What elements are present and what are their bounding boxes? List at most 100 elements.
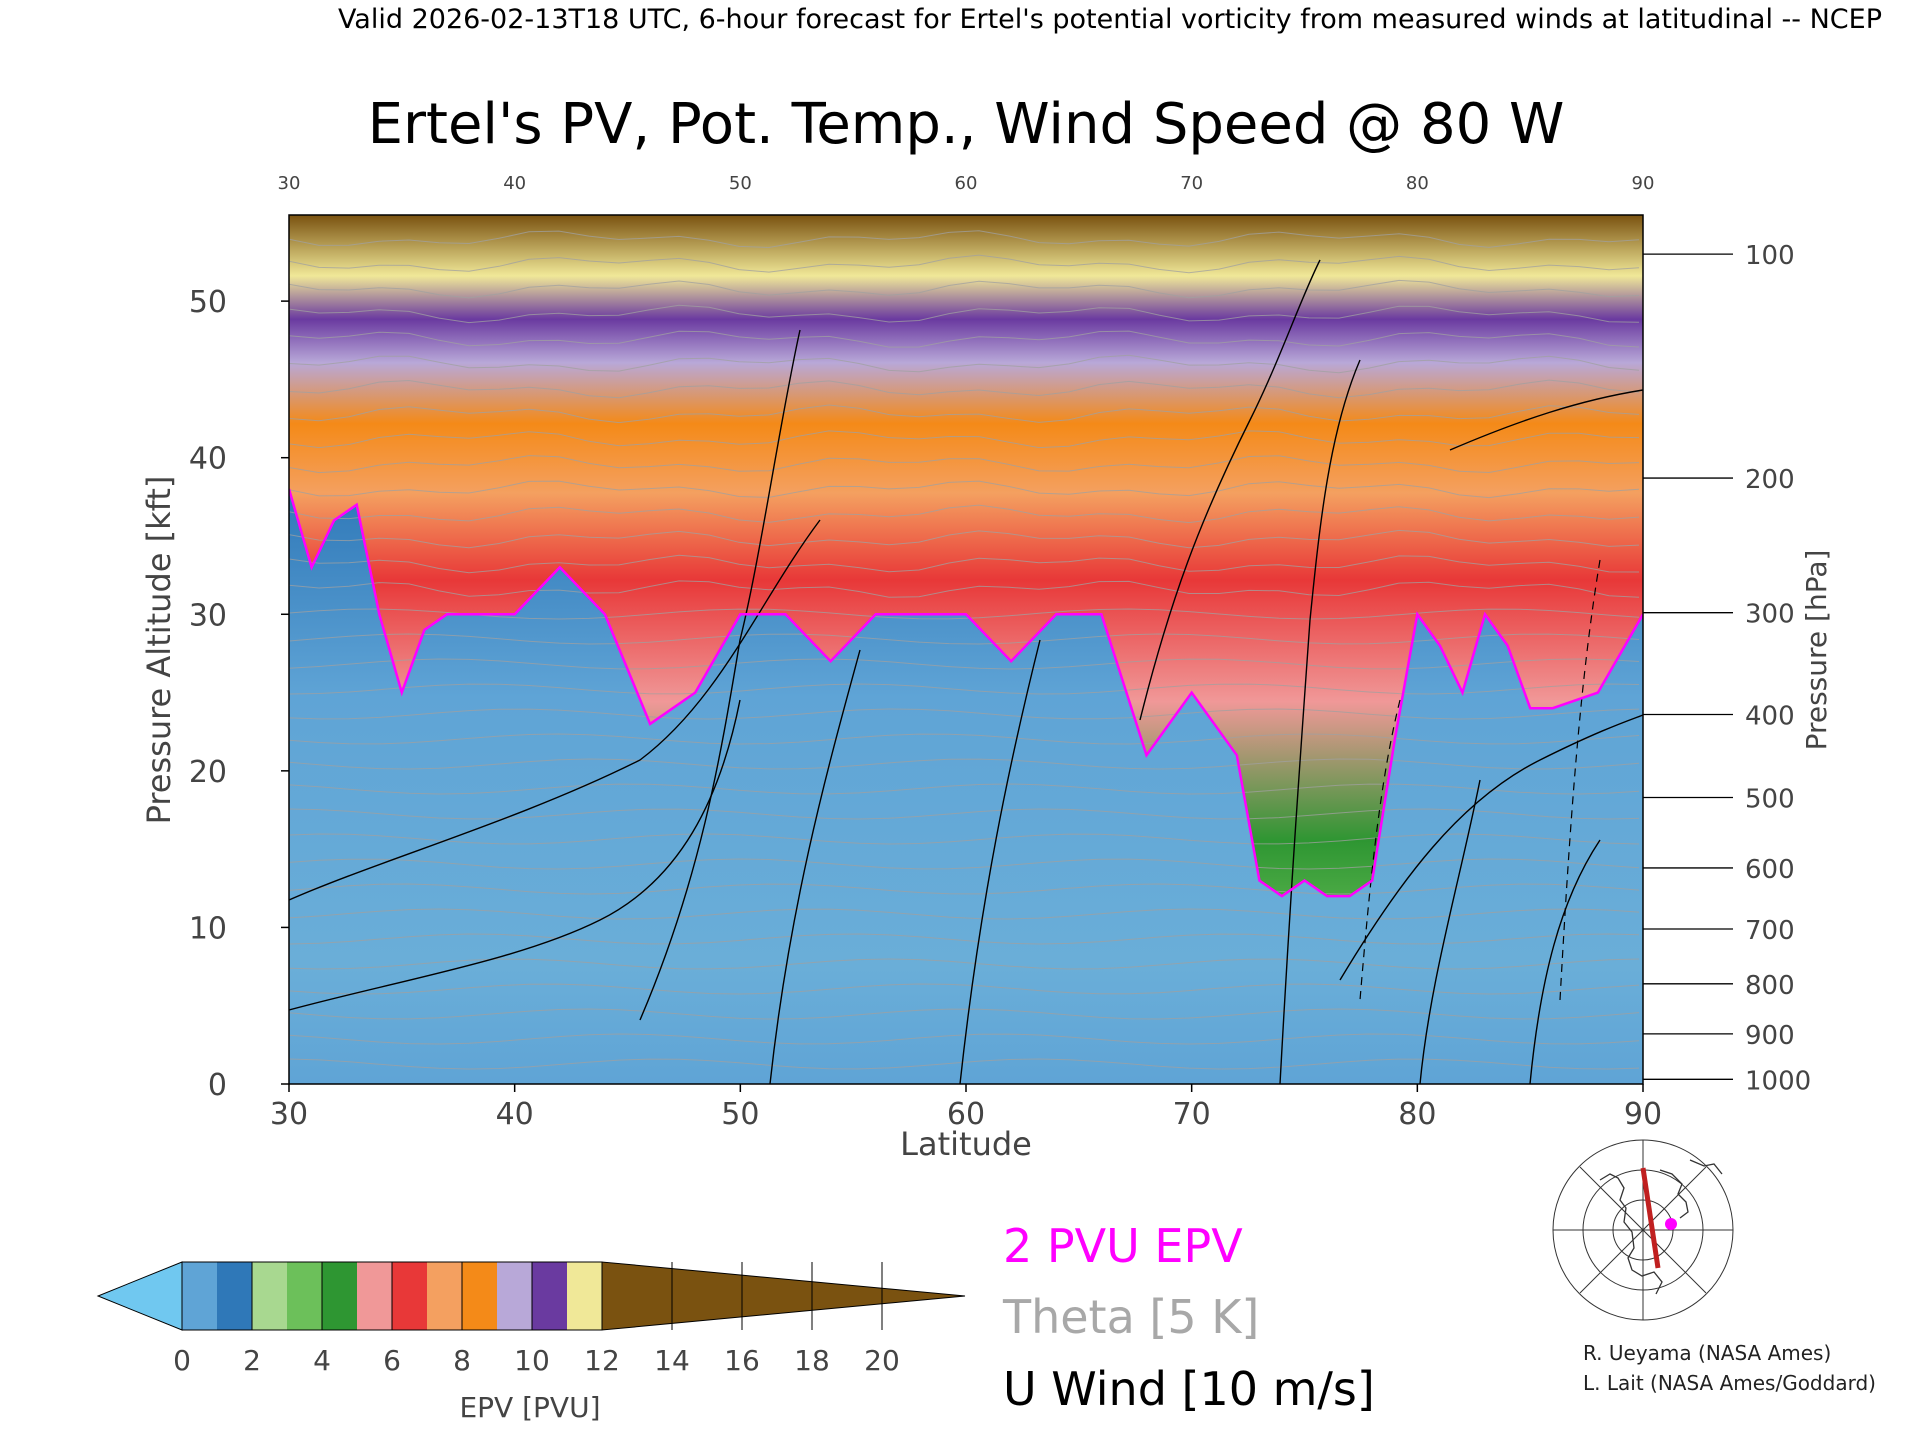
theta-contour-line <box>289 430 1640 449</box>
theta-contour-line <box>289 958 1640 970</box>
colorbar-segment <box>287 1262 323 1330</box>
x-top-tick-label: 30 <box>278 173 301 194</box>
x-top-tick-label: 90 <box>1632 173 1655 194</box>
y-tick-label: 0 <box>208 1068 227 1103</box>
y-tick-label: 30 <box>189 598 227 633</box>
legend-theta: Theta [5 K] <box>1002 1290 1259 1344</box>
u-wind-contours <box>289 259 1643 1084</box>
pressure-tick-label: 100 <box>1745 241 1795 271</box>
u-wind-contour-line <box>1339 714 1643 981</box>
y-axis-label-left: Pressure Altitude [kft] <box>140 476 178 825</box>
theta-contour-line <box>289 1058 1640 1070</box>
colorbar-segment <box>322 1262 358 1330</box>
theta-contour-line <box>289 379 1640 399</box>
theta-contour-line <box>289 1033 1640 1045</box>
x-axis-bottom: 30 40 50 60 70 80 90 <box>270 1084 1662 1132</box>
x-top-tick-label: 40 <box>503 173 526 194</box>
colorbar-segment <box>252 1262 288 1330</box>
chart-title: Ertel's PV, Pot. Temp., Wind Speed @ 80 … <box>368 92 1565 157</box>
credit-line-2: L. Lait (NASA Ames/Goddard) <box>1583 1371 1876 1395</box>
colorbar-tick-label: 14 <box>654 1344 690 1377</box>
theta-contour-line <box>289 1008 1640 1020</box>
legend-uwind: U Wind [10 m/s] <box>1003 1362 1375 1416</box>
x-top-tick-label: 50 <box>729 173 752 194</box>
x-tick-label: 80 <box>1398 1097 1436 1132</box>
x-tick-label: 90 <box>1624 1097 1662 1132</box>
u-wind-contour-line <box>769 649 861 1084</box>
y-tick-label: 10 <box>189 911 227 946</box>
theta-contour-line <box>289 230 1640 249</box>
x-top-tick-label: 80 <box>1406 173 1429 194</box>
colorbar-tick-label: 4 <box>313 1344 331 1377</box>
theta-contours <box>289 230 1640 1070</box>
locator-map <box>1545 1139 1741 1321</box>
colorbar-high-arrow <box>601 1261 966 1331</box>
y-axis-left: 0 10 20 30 40 50 <box>189 285 289 1103</box>
colorbar-label: EPV [PVU] <box>459 1391 600 1424</box>
y-tick-label: 20 <box>189 755 227 790</box>
u-wind-contour-line <box>289 519 821 901</box>
theta-contour-line <box>289 480 1640 499</box>
u-wind-contour-line <box>1139 259 1321 721</box>
u-wind-contour-line <box>1449 389 1643 451</box>
y-axis-label-right: Pressure [hPa] <box>1800 550 1833 751</box>
pressure-tick-label: 400 <box>1745 701 1795 731</box>
colorbar-tick-label: 6 <box>383 1344 401 1377</box>
theta-contour-line <box>289 633 1640 645</box>
theta-contour-line <box>289 658 1640 670</box>
pressure-tick-label: 700 <box>1745 916 1795 946</box>
theta-contour-line <box>289 254 1640 274</box>
colorbar-segment <box>357 1262 393 1330</box>
theta-contour-line <box>289 354 1640 374</box>
colorbar-segment <box>532 1262 568 1330</box>
x-top-tick-label: 70 <box>1180 173 1203 194</box>
pressure-tick-label: 200 <box>1745 465 1795 495</box>
colorbar-tick-label: 18 <box>794 1344 830 1377</box>
colorbar-low-arrow <box>96 1261 183 1331</box>
u-wind-negative-contour-line <box>1359 699 1401 1001</box>
y-tick-label: 50 <box>189 285 227 320</box>
u-wind-contour-line <box>639 329 801 1021</box>
colorbar-segment <box>497 1262 533 1330</box>
x-tick-label: 60 <box>947 1097 985 1132</box>
theta-contour-line <box>289 708 1640 720</box>
u-wind-contour-line <box>959 639 1041 1084</box>
colorbar-tick-label: 20 <box>864 1344 900 1377</box>
theta-contour-line <box>289 758 1640 770</box>
theta-contour-line <box>289 683 1640 695</box>
theta-contour-line <box>289 983 1640 995</box>
legend-pvu: 2 PVU EPV <box>1003 1219 1243 1273</box>
x-axis-label: Latitude <box>900 1125 1032 1163</box>
theta-contour-line <box>289 304 1640 324</box>
u-wind-contour-line <box>1279 359 1361 1084</box>
pressure-tick-label: 1000 <box>1745 1066 1811 1096</box>
y-axis-right: 100 200 300 400 500 600 700 800 900 1000 <box>1643 241 1811 1096</box>
pvu-2-contour <box>289 488 1643 898</box>
theta-contour-line <box>289 608 1640 620</box>
colorbar-segment <box>567 1262 603 1330</box>
theta-contour-line <box>289 330 1640 348</box>
credit-line-1: R. Ueyama (NASA Ames) <box>1583 1341 1831 1365</box>
theta-contour-line <box>289 833 1640 845</box>
x-axis-top: 30 40 50 60 70 80 90 <box>278 173 1655 194</box>
colorbar-segment <box>392 1262 428 1330</box>
theta-contour-line <box>289 858 1640 870</box>
troposphere-pv-field <box>289 489 1643 1084</box>
x-tick-label: 30 <box>270 1097 308 1132</box>
theta-contour-line <box>289 808 1640 820</box>
u-wind-negative-contour-line <box>1559 559 1601 1001</box>
colorbar-segment <box>462 1262 498 1330</box>
theta-contour-line <box>289 404 1640 424</box>
theta-contour-line <box>289 933 1640 945</box>
colorbar-segment <box>182 1262 218 1330</box>
x-tick-label: 50 <box>721 1097 759 1132</box>
pressure-tick-label: 500 <box>1745 784 1795 814</box>
y-tick-label: 40 <box>189 442 227 477</box>
u-wind-contour-line <box>1419 779 1481 1084</box>
colorbar-tick-label: 0 <box>173 1344 191 1377</box>
colorbar: 0 2 4 6 8 10 12 14 16 18 20 <box>96 1261 966 1377</box>
colorbar-segment <box>217 1262 253 1330</box>
colorbar-tick-label: 10 <box>514 1344 550 1377</box>
